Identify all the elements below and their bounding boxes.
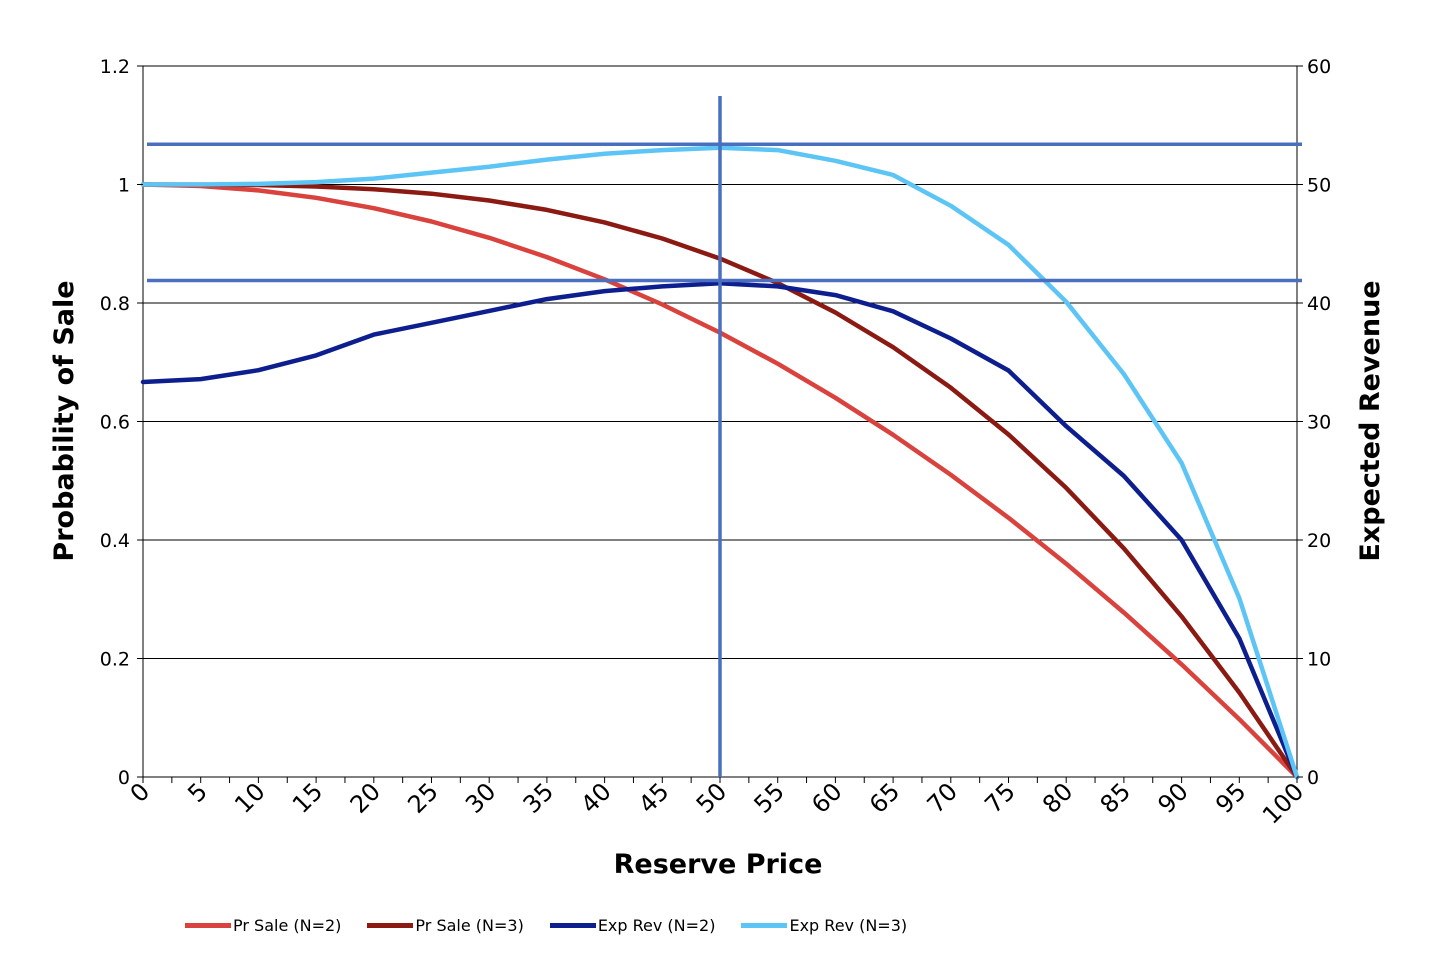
legend-item: Exp Rev (N=3): [741, 916, 907, 935]
y-right-tick-label: 60: [1307, 56, 1331, 78]
y-right-tick-label: 40: [1307, 293, 1331, 315]
y-right-tick-label: 50: [1307, 175, 1331, 197]
x-axis-title: Reserve Price: [614, 849, 823, 880]
y-left-tick-label: 1.2: [100, 56, 130, 78]
legend-item: Pr Sale (N=3): [367, 916, 524, 935]
x-tick-label: 85: [1095, 777, 1136, 818]
x-tick-label: 65: [864, 777, 905, 818]
y-right-tick-label: 10: [1307, 649, 1331, 671]
legend-item: Pr Sale (N=2): [185, 916, 341, 935]
x-tick-label: 90: [1152, 777, 1193, 818]
legend-swatch: [367, 923, 414, 928]
x-tick-label: 30: [460, 777, 501, 818]
x-tick-label: 95: [1210, 777, 1251, 818]
x-tick-label: 60: [806, 777, 847, 818]
y-left-tick-label: 0.2: [100, 649, 130, 671]
y-left-tick-label: 0: [118, 767, 130, 789]
x-tick-label: 55: [749, 777, 790, 818]
y-right-tick-label: 20: [1307, 530, 1331, 552]
x-tick-label: 15: [287, 777, 328, 818]
legend-swatch: [549, 923, 596, 928]
y-left-tick-label: 0.4: [100, 530, 130, 552]
x-tick-label: 40: [575, 777, 616, 818]
x-tick-label: 100: [1257, 777, 1309, 829]
y-right-tick-label: 0: [1307, 767, 1319, 789]
legend: Pr Sale (N=2) Pr Sale (N=3) Exp Rev (N=2) E…: [185, 916, 933, 935]
x-tick-label: 70: [922, 777, 963, 818]
x-tick-label: 5: [182, 777, 213, 808]
legend-label: Pr Sale (N=2): [233, 916, 342, 935]
x-tick-label: 75: [979, 777, 1020, 818]
x-tick-label: 80: [1037, 777, 1078, 818]
y-left-tick-label: 1: [118, 175, 130, 197]
x-tick-label: 20: [345, 777, 386, 818]
y-axis-right-title: Expected Revenue: [1355, 280, 1386, 561]
x-tick-label: 45: [633, 777, 674, 818]
x-tick-label: 25: [402, 777, 443, 818]
x-tick-label: 35: [518, 777, 559, 818]
legend-swatch: [741, 923, 788, 928]
legend-label: Exp Rev (N=3): [789, 916, 908, 935]
legend-label: Pr Sale (N=3): [415, 916, 524, 935]
legend-label: Exp Rev (N=2): [597, 916, 716, 935]
x-tick-label: 50: [691, 777, 732, 818]
y-right-tick-label: 30: [1307, 412, 1331, 434]
legend-swatch: [185, 923, 231, 928]
legend-item: Exp Rev (N=2): [549, 916, 716, 935]
reference-lines: [147, 96, 1302, 777]
y-left-tick-label: 0.6: [100, 412, 130, 434]
y-left-tick-label: 0.8: [100, 293, 130, 315]
y-axis-left-title: Probability of Sale: [49, 280, 80, 561]
x-tick-label: 10: [229, 777, 270, 818]
